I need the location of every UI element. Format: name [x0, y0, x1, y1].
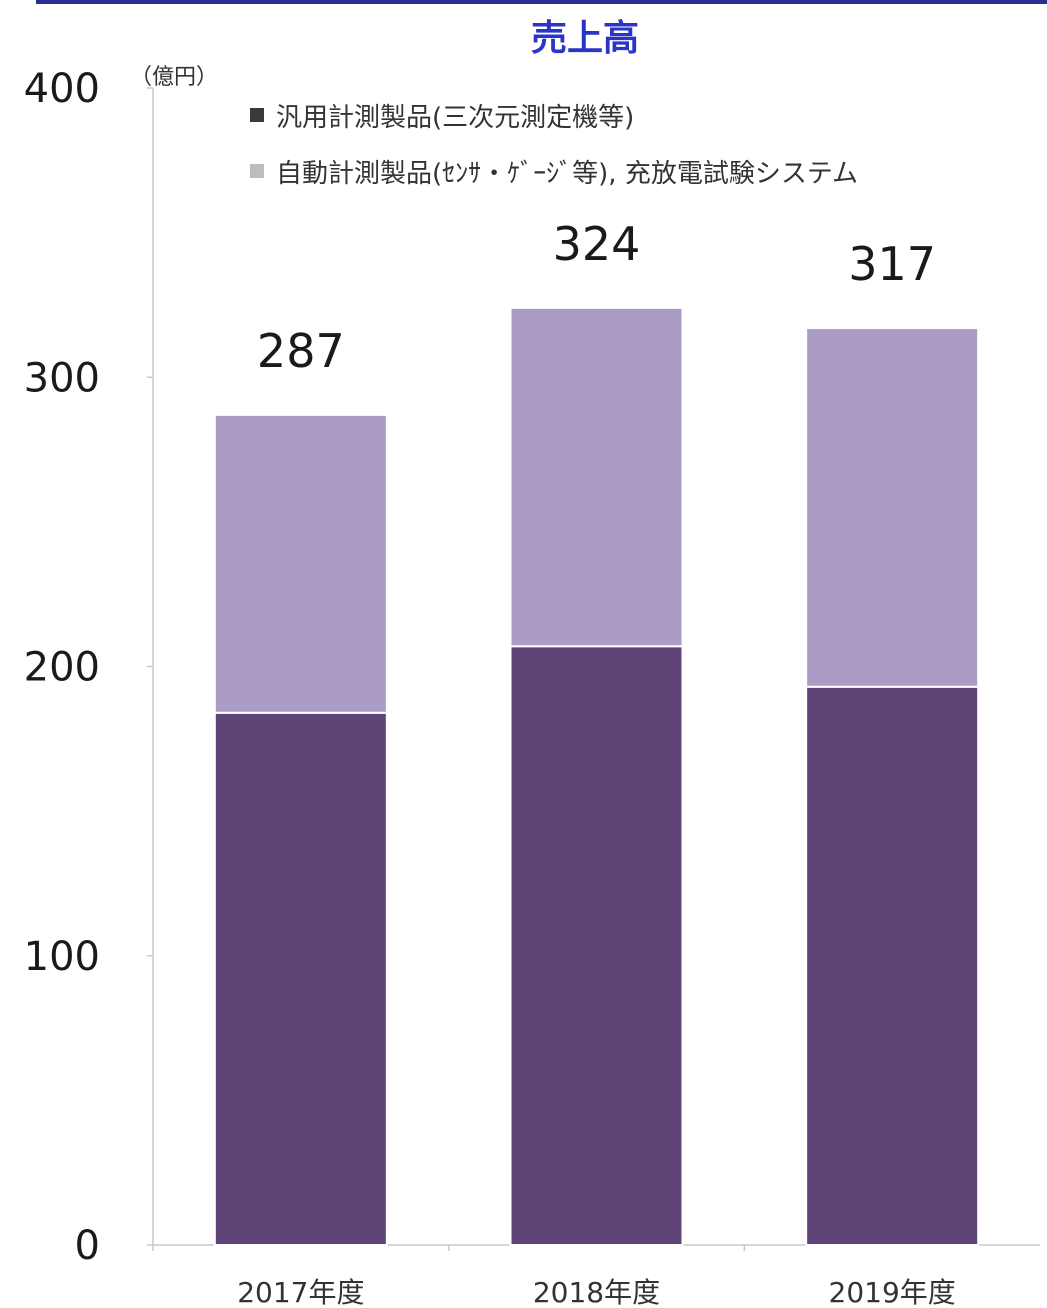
bars: 287 2017年度 324 2018年度 317 2019年度 [213, 217, 980, 1308]
unit-label: （億円） [130, 65, 218, 90]
legend-swatch [250, 108, 264, 122]
axes: 0 100 200 300 400 [24, 66, 1040, 1269]
legend-swatch [250, 164, 264, 178]
bar-total-label: 317 [848, 237, 936, 291]
y-tick-label: 100 [24, 934, 100, 980]
bar-total-label: 287 [257, 324, 345, 378]
bar-segment-general [213, 711, 388, 1246]
legend-label: 自動計測製品(ｾﾝｻ・ｹﾞｰｼﾞ等), 充放電試験システム [276, 159, 858, 189]
bar-segment-general [509, 645, 684, 1246]
y-tick-label: 300 [24, 355, 100, 401]
bar-segment-automatic [509, 306, 684, 648]
top-border [36, 0, 1047, 4]
y-tick-label: 400 [24, 66, 100, 112]
y-tick-label: 0 [75, 1223, 100, 1269]
y-tick-label: 200 [24, 645, 100, 691]
x-category-label: 2019年度 [829, 1276, 956, 1308]
chart-title: 売上高 [531, 18, 639, 59]
x-category-label: 2017年度 [237, 1276, 364, 1308]
legend: 汎用計測製品(三次元測定機等) 自動計測製品(ｾﾝｻ・ｹﾞｰｼﾞ等), 充放電試験… [250, 103, 858, 189]
bar-segment-automatic [805, 327, 980, 688]
bar-segment-general [805, 685, 980, 1246]
bar-total-label: 324 [553, 217, 641, 271]
legend-label: 汎用計測製品(三次元測定機等) [276, 103, 634, 133]
bar-segment-automatic [213, 413, 388, 714]
x-category-label: 2018年度 [533, 1276, 660, 1308]
